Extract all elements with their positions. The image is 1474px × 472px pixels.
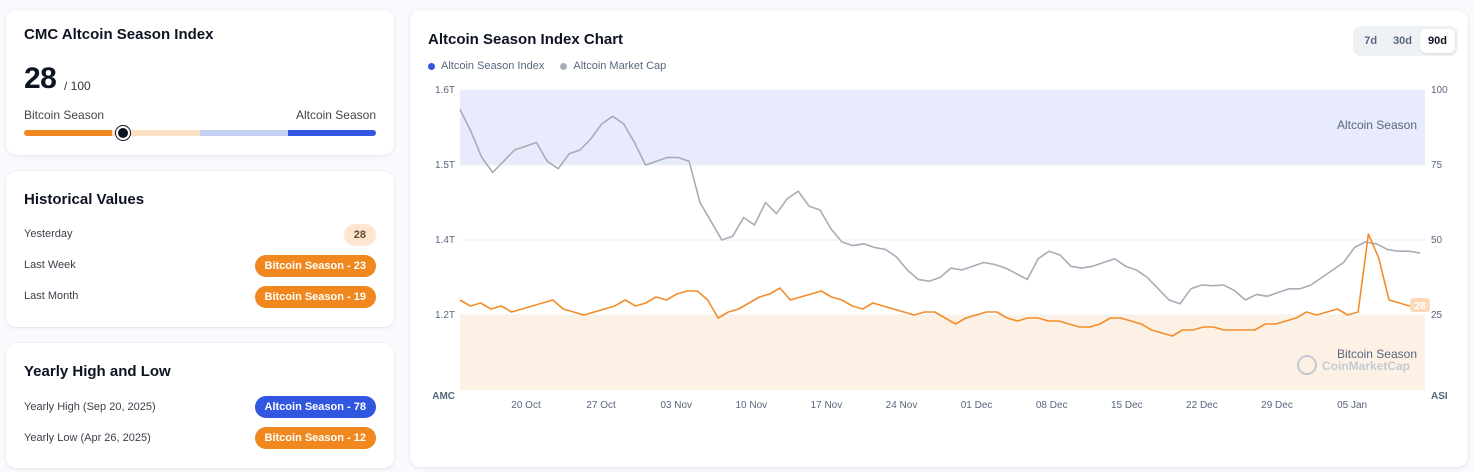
legend-item-index[interactable]: Altcoin Season Index xyxy=(428,60,544,72)
chart-title: Altcoin Season Index Chart xyxy=(428,31,624,48)
bitcoin-season-zone-label: Bitcoin Season xyxy=(1337,347,1417,361)
yesterday-label: Yesterday xyxy=(24,228,73,240)
range-tab-7d[interactable]: 7d xyxy=(1364,35,1378,47)
yearly-low-badge: Bitcoin Season - 12 xyxy=(254,427,376,449)
gauge-segment xyxy=(288,130,376,136)
range-selector: 7d 30d 90d xyxy=(1353,26,1458,56)
x-tick-label: 15 Dec xyxy=(1111,400,1143,411)
market-cap-line xyxy=(459,109,1421,305)
last-month-label: Last Month xyxy=(24,290,79,302)
current-value-badge-text: 28 xyxy=(1414,301,1426,312)
index-card: CMC Altcoin Season Index 28 / 100 Bitcoi… xyxy=(6,10,394,155)
x-tick-label: 22 Dec xyxy=(1186,400,1218,411)
x-tick-label: 24 Nov xyxy=(886,400,918,411)
yearly-high-low-card: Yearly High and Low Yearly High (Sep 20,… xyxy=(6,343,394,468)
gauge-indicator xyxy=(115,126,130,140)
index-score-max: / 100 xyxy=(64,79,91,93)
index-card-title: CMC Altcoin Season Index xyxy=(24,26,214,43)
x-tick-label: 03 Nov xyxy=(660,400,692,411)
altcoin-season-zone xyxy=(460,90,1425,165)
left-tick-label: 1.5T xyxy=(435,160,455,171)
yearly-low-text: Yearly Low xyxy=(24,432,78,444)
historical-title: Historical Values xyxy=(24,191,145,208)
chart-card: 1.6T 1.5T 1.4T 1.2T 100 75 50 25 AMC ASI 20 Oct 27 … xyxy=(410,10,1468,467)
x-tick-label: 01 Dec xyxy=(961,400,993,411)
legend-label: Altcoin Market Cap xyxy=(573,60,667,72)
watermark-text: CoinMarketCap xyxy=(1322,359,1410,373)
right-tick-label: 75 xyxy=(1431,160,1443,171)
yearly-high-badge: Altcoin Season - 78 xyxy=(254,396,376,418)
left-tick-label: 1.4T xyxy=(435,235,455,246)
yearly-high-date: (Sep 20, 2025) xyxy=(82,401,156,413)
gauge-segment xyxy=(200,130,288,136)
last-month-value-badge: Bitcoin Season - 19 xyxy=(254,286,376,308)
current-value-badge xyxy=(1410,298,1430,312)
x-tick-label: 29 Dec xyxy=(1261,400,1293,411)
gauge-segment xyxy=(112,130,200,136)
legend-label: Altcoin Season Index xyxy=(441,60,545,72)
left-tick-label: 1.2T xyxy=(435,310,455,321)
chart-legend: Altcoin Season Index Altcoin Market Cap xyxy=(428,60,666,72)
yearly-high-label: Yearly High (Sep 20, 2025) xyxy=(24,401,156,413)
yesterday-value-badge: 28 xyxy=(343,224,376,246)
yearly-low-label: Yearly Low (Apr 26, 2025) xyxy=(24,432,151,444)
season-gauge xyxy=(24,130,376,136)
right-tick-label: 100 xyxy=(1431,85,1448,96)
watermark-logo-icon xyxy=(1297,355,1317,375)
index-score: 28 xyxy=(24,62,57,95)
yearly-high-text: Yearly High xyxy=(24,401,80,413)
left-tick-label: 1.6T xyxy=(435,85,455,96)
bitcoin-season-zone xyxy=(460,315,1425,390)
x-tick-label: 08 Dec xyxy=(1036,400,1068,411)
bitcoin-season-label: Bitcoin Season xyxy=(24,108,105,122)
altcoin-season-label: Altcoin Season xyxy=(295,108,376,122)
x-tick-label: 17 Nov xyxy=(811,400,843,411)
yearly-low-date: (Apr 26, 2025) xyxy=(80,432,151,444)
legend-dot-icon xyxy=(428,62,435,70)
x-tick-label: 20 Oct xyxy=(511,400,541,411)
x-tick-label: 05 Jan xyxy=(1337,400,1367,411)
right-tick-label: 25 xyxy=(1431,310,1443,321)
historical-values-card: Historical Values Yesterday 28 Last Week… xyxy=(6,171,394,327)
x-tick-label: 27 Oct xyxy=(586,400,616,411)
gauge-segment xyxy=(24,130,112,136)
last-week-value-badge: Bitcoin Season - 23 xyxy=(254,255,376,277)
altcoin-season-zone-label: Altcoin Season xyxy=(1337,118,1417,132)
left-axis-label: AMC xyxy=(432,391,455,402)
yearly-title: Yearly High and Low xyxy=(24,363,171,380)
legend-item-market-cap[interactable]: Altcoin Market Cap xyxy=(560,60,666,72)
right-axis-label: ASI xyxy=(1431,391,1448,402)
right-tick-label: 50 xyxy=(1431,235,1443,246)
altcoin-season-chart[interactable]: 1.6T 1.5T 1.4T 1.2T 100 75 50 25 AMC ASI 20 Oct 27 … xyxy=(410,10,1468,467)
range-tab-90d[interactable]: 90d xyxy=(1420,29,1455,53)
legend-dot-icon xyxy=(560,62,568,70)
range-tab-30d[interactable]: 30d xyxy=(1393,35,1413,47)
x-tick-label: 10 Nov xyxy=(735,400,767,411)
season-index-line xyxy=(459,233,1420,337)
last-week-label: Last Week xyxy=(24,259,76,271)
